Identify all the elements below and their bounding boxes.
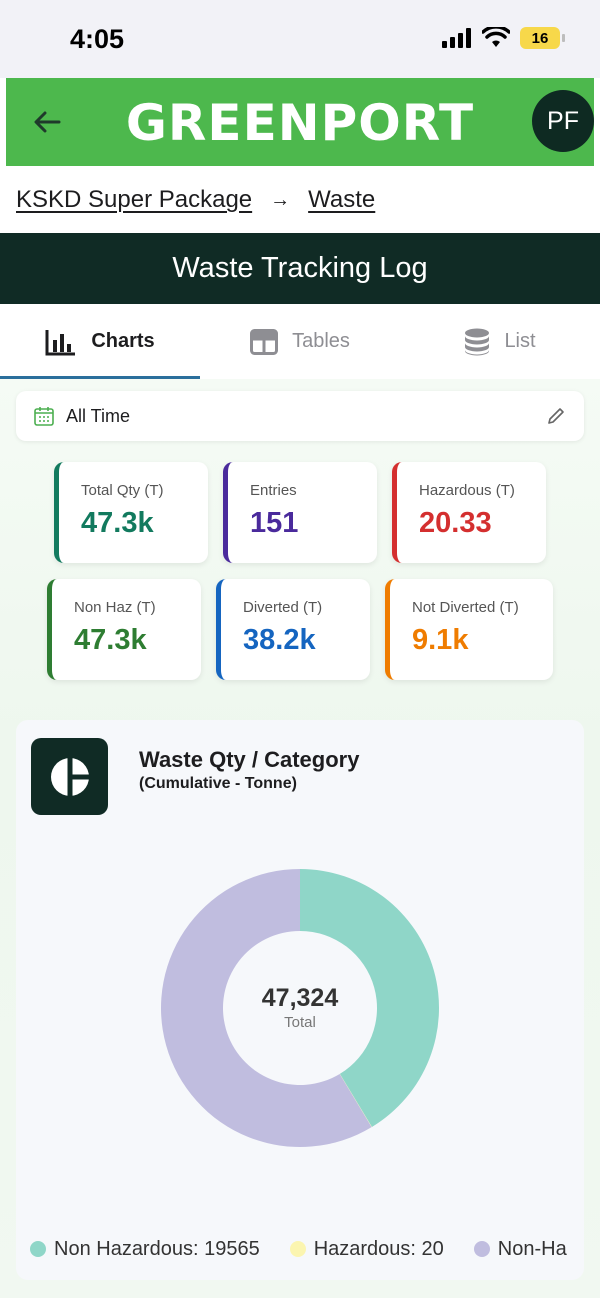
table-icon — [250, 328, 279, 355]
stat-label: Entries — [250, 482, 297, 499]
breadcrumb: KSKD Super Package → Waste — [16, 186, 375, 214]
calendar-icon — [34, 407, 54, 426]
bar-chart-icon — [45, 329, 76, 355]
battery-level: 16 — [531, 29, 549, 47]
status-time: 4:05 — [70, 24, 125, 54]
chart-subtitle: (Cumulative - Tonne) — [139, 775, 297, 792]
breadcrumb-item-package[interactable]: KSKD Super Package — [16, 186, 253, 213]
stat-card-hazardous: Hazardous (T) 20.33 — [392, 462, 546, 563]
cellular-signal-icon — [442, 28, 471, 48]
donut-slice-non-hazardous[interactable] — [300, 869, 440, 1127]
chart-title: Waste Qty / Category — [139, 747, 360, 772]
battery-indicator: 16 — [520, 27, 565, 49]
tab-list[interactable]: List — [400, 304, 600, 379]
pie-chart-icon — [31, 738, 108, 815]
chart-card — [16, 720, 584, 1280]
arrow-left-icon — [34, 111, 61, 133]
tab-tables[interactable]: Tables — [200, 304, 400, 379]
chart-legend: Non Hazardous: 19565 Hazardous: 20 Non-Ha — [30, 1234, 570, 1264]
view-tabs: Charts Tables List — [0, 304, 600, 379]
legend-item[interactable]: Non-Ha — [473, 1234, 567, 1264]
legend-label: Hazardous: 20 — [313, 1237, 444, 1260]
stat-value: 9.1k — [412, 624, 469, 656]
tab-charts[interactable]: Charts — [0, 304, 200, 379]
legend-item[interactable]: Non Hazardous: 19565 — [30, 1234, 260, 1264]
avatar[interactable]: PF — [532, 90, 594, 152]
status-icons: 16 — [442, 27, 565, 49]
stat-label: Total Qty (T) — [81, 482, 164, 499]
stat-card-not-diverted: Not Diverted (T) 9.1k — [385, 579, 553, 680]
stat-card-diverted: Diverted (T) 38.2k — [216, 579, 370, 680]
back-button[interactable] — [30, 106, 64, 138]
pencil-icon[interactable] — [546, 406, 566, 426]
donut-slice-hazardous[interactable] — [339, 1073, 372, 1128]
stat-label: Non Haz (T) — [74, 599, 156, 616]
tab-list-label: List — [504, 330, 536, 352]
stat-label: Hazardous (T) — [419, 482, 515, 499]
stat-value: 47.3k — [74, 624, 147, 656]
breadcrumb-item-waste[interactable]: Waste — [308, 186, 376, 213]
wifi-icon — [482, 27, 510, 47]
page-title: Waste Tracking Log — [172, 252, 428, 284]
donut-chart — [161, 869, 440, 1147]
page-title-banner: Waste Tracking Log — [0, 233, 600, 304]
legend-item[interactable]: Hazardous: 20 — [289, 1234, 444, 1264]
legend-label: Non-Ha — [497, 1237, 567, 1260]
stat-card-total-qty: Total Qty (T) 47.3k — [54, 462, 208, 563]
legend-swatch — [473, 1241, 490, 1257]
database-icon — [465, 328, 490, 355]
donut-total-label: Total — [284, 1014, 316, 1031]
stat-value: 38.2k — [243, 624, 316, 656]
stat-value: 20.33 — [419, 507, 492, 539]
stat-value: 151 — [250, 507, 299, 539]
brand-logo: GREENPORT — [125, 94, 475, 152]
stat-value: 47.3k — [81, 507, 154, 539]
date-filter[interactable]: All Time — [16, 391, 584, 441]
legend-swatch — [289, 1241, 306, 1257]
donut-slice-non-ha[interactable] — [161, 869, 372, 1147]
donut-total-value: 47,324 — [261, 984, 339, 1012]
arrow-right-icon: → — [270, 188, 291, 211]
app-header: GREENPORT PF — [6, 78, 594, 166]
tab-tables-label: Tables — [292, 330, 350, 352]
date-filter-label: All Time — [66, 405, 131, 426]
tab-charts-label: Charts — [91, 330, 155, 352]
stat-label: Not Diverted (T) — [412, 599, 519, 616]
stat-label: Diverted (T) — [243, 599, 323, 616]
stat-card-non-haz: Non Haz (T) 47.3k — [47, 579, 201, 680]
legend-label: Non Hazardous: 19565 — [54, 1237, 260, 1260]
legend-swatch — [30, 1241, 46, 1257]
stat-card-entries: Entries 151 — [223, 462, 377, 563]
status-bar: 4:05 16 — [0, 0, 600, 78]
